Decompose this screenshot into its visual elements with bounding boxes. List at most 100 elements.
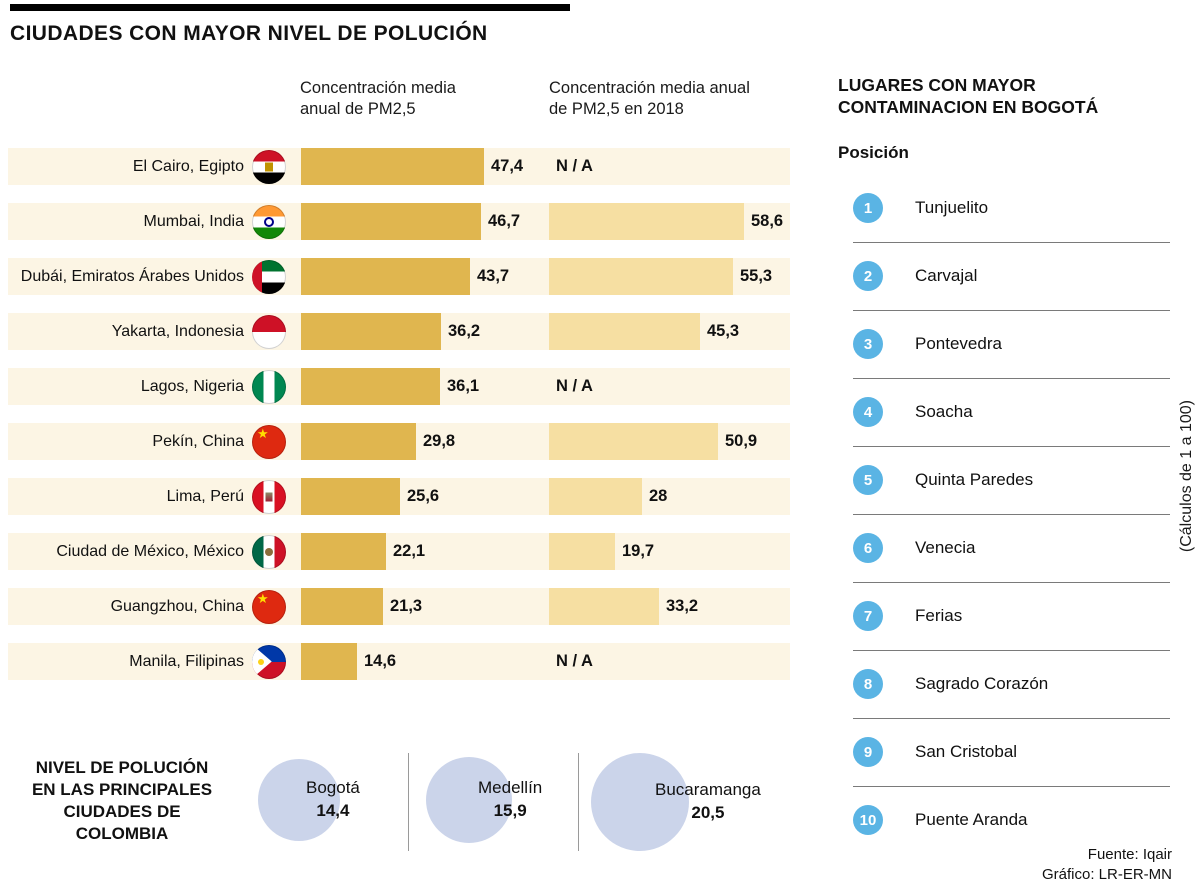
- page-title: CIUDADES CON MAYOR NIVEL DE POLUCIÓN: [10, 22, 488, 45]
- bogota-panel-title: LUGARES CON MAYOR CONTAMINACION EN BOGOT…: [838, 75, 1099, 117]
- pm25-2018-value: 58,6: [751, 212, 784, 230]
- bubble-city-name: Bucaramanga: [655, 780, 761, 800]
- rank-number-badge: 9: [853, 737, 883, 768]
- rank-place-name: Tunjuelito: [915, 198, 989, 218]
- city-label: Manila, Filipinas: [129, 652, 244, 670]
- rank-place-name: Ferias: [915, 606, 963, 626]
- pm25-2018-value: 28: [649, 487, 668, 505]
- rank-place-name: San Cristobal: [915, 742, 1018, 762]
- scale-note: (Cálculos de 1 a 100): [1178, 400, 1195, 553]
- rank-number-badge: 2: [853, 261, 883, 292]
- city-label: Guangzhou, China: [110, 597, 244, 615]
- flag-peru-icon: [252, 479, 286, 514]
- rank-place-name: Quinta Paredes: [915, 470, 1034, 490]
- pm25-2018-value: N / A: [556, 157, 593, 175]
- rank-list-item: 7 Ferias: [853, 583, 1170, 651]
- flag-mexico-icon: [252, 534, 286, 569]
- title-rule: [10, 4, 570, 11]
- rank-list-item: 6 Venecia: [853, 515, 1170, 583]
- pm25-bar: [301, 368, 440, 405]
- colombia-city-bubble: Bogotá 14,4: [258, 759, 360, 841]
- pm25-bar: [301, 203, 481, 240]
- pm25-2018-value: 33,2: [666, 597, 699, 615]
- bubble-circle: [426, 757, 512, 843]
- pm25-2018-value: 55,3: [740, 267, 773, 285]
- pm25-value: 46,7: [488, 212, 521, 230]
- pm25-bar: [301, 478, 400, 515]
- rank-place-name: Puente Aranda: [915, 810, 1028, 830]
- rank-list-item: 3 Pontevedra: [853, 311, 1170, 379]
- city-label: Mumbai, India: [143, 212, 245, 230]
- pm25-2018-bar: [549, 423, 718, 460]
- pm25-2018-column: N / A: [549, 368, 790, 405]
- bubble-city-value: 15,9: [493, 801, 527, 820]
- pm25-2018-value: 45,3: [707, 322, 740, 340]
- pm25-2018-bar: [549, 588, 659, 625]
- pm25-column: 21,3: [301, 588, 549, 625]
- city-label: Dubái, Emiratos Árabes Unidos: [20, 267, 244, 285]
- flag-china-icon: [252, 589, 286, 624]
- pm25-value: 43,7: [477, 267, 510, 285]
- pm25-2018-value: 50,9: [725, 432, 758, 450]
- pm25-column: 36,1: [301, 368, 549, 405]
- rank-place-name: Venecia: [915, 538, 976, 558]
- pm25-bar: [301, 258, 470, 295]
- pm25-2018-value: N / A: [556, 377, 593, 395]
- pm25-2018-column: 45,3: [549, 313, 790, 350]
- pm25-column: 43,7: [301, 258, 549, 295]
- rank-number-badge: 5: [853, 465, 883, 496]
- pm25-2018-value: 19,7: [622, 542, 655, 560]
- pm25-value: 29,8: [423, 432, 456, 450]
- pm25-2018-column: 33,2: [549, 588, 790, 625]
- pm25-2018-column: 19,7: [549, 533, 790, 570]
- pm25-value: 36,2: [448, 322, 481, 340]
- pm25-bar: [301, 533, 386, 570]
- city-label: El Cairo, Egipto: [132, 157, 244, 175]
- column-header-pm25: Concentración media anual de PM2,5: [300, 79, 456, 119]
- rank-number-badge: 8: [853, 669, 883, 700]
- city-label: Pekín, China: [152, 432, 244, 450]
- pm25-bar: [301, 423, 416, 460]
- city-row: Mumbai, India 46,7 58,6: [8, 203, 790, 240]
- rank-list-item: 4 Soacha: [853, 379, 1170, 447]
- pm25-column: 46,7: [301, 203, 549, 240]
- rank-number-badge: 3: [853, 329, 883, 360]
- pm25-2018-column: N / A: [549, 643, 790, 680]
- rank-list-item: 2 Carvajal: [853, 243, 1170, 311]
- rank-place-name: Sagrado Corazón: [915, 674, 1049, 694]
- source-credit: Fuente: Iqair: [1087, 846, 1172, 863]
- pm25-value: 36,1: [447, 377, 480, 395]
- bubble-divider: [578, 753, 579, 851]
- rank-list-item: 10 Puente Aranda: [853, 787, 1170, 854]
- graphic-credit: Gráfico: LR-ER-MN: [1041, 866, 1172, 884]
- flag-india-icon: [252, 204, 286, 239]
- pm25-2018-bar: [549, 533, 615, 570]
- city-row: Pekín, China 29,8 50,9: [8, 423, 790, 460]
- pm25-2018-column: 28: [549, 478, 790, 515]
- city-row: Dubái, Emiratos Árabes Unidos 43,7 55,3: [8, 258, 790, 295]
- city-label: Ciudad de México, México: [56, 542, 244, 560]
- bubble-city-name: Medellín: [478, 778, 543, 798]
- bogota-panel: LUGARES CON MAYOR CONTAMINACION EN BOGOT…: [838, 75, 1170, 854]
- pm25-column: 47,4: [301, 148, 549, 185]
- city-row: Lagos, Nigeria 36,1 N / A: [8, 368, 790, 405]
- pm25-value: 22,1: [393, 542, 426, 560]
- flag-philippines-icon: [252, 644, 286, 679]
- flag-uae-icon: [252, 259, 286, 294]
- bubble-circle: [591, 753, 689, 851]
- pm25-2018-column: 50,9: [549, 423, 790, 460]
- flag-nigeria-icon: [252, 369, 286, 404]
- rank-list-item: 1 Tunjuelito: [853, 175, 1170, 243]
- city-label: Lima, Perú: [166, 487, 244, 505]
- rank-number-badge: 7: [853, 601, 883, 632]
- pm25-bar: [301, 313, 441, 350]
- city-row: Guangzhou, China 21,3 33,2: [8, 588, 790, 625]
- pm25-bar: [301, 588, 383, 625]
- pm25-2018-bar: [549, 258, 733, 295]
- pm25-2018-column: N / A: [549, 148, 790, 185]
- colombia-city-bubble: Medellín 15,9: [426, 757, 542, 843]
- bubble-divider: [408, 753, 409, 851]
- pm25-column: 14,6: [301, 643, 549, 680]
- pm25-column: 25,6: [301, 478, 549, 515]
